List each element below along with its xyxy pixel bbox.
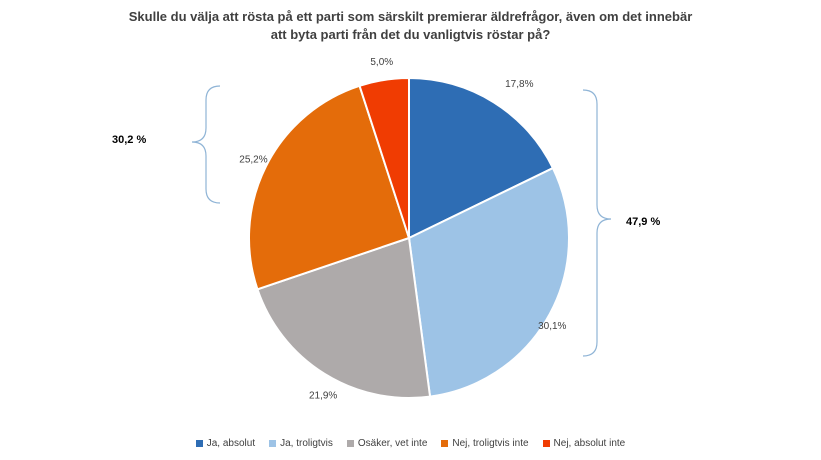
yes-total-label: 47,9 %: [626, 216, 660, 228]
chart-title-line-1: Skulle du välja att rösta på ett parti s…: [128, 9, 693, 24]
legend-swatch-1: [195, 440, 203, 447]
legend-swatch-4: [441, 440, 449, 447]
legend-swatch-5: [542, 440, 550, 447]
slice-label-5: 5,0%: [370, 57, 393, 68]
yes-bracket: [582, 89, 612, 357]
pie-slice-5: [358, 76, 410, 239]
legend-item-2: Ja, troligtvis: [269, 438, 333, 449]
slice-labels: 17,8% 30,1% 21,9% 25,2% 5,0%: [239, 57, 566, 402]
slice-label-2: 30,1%: [538, 321, 566, 332]
legend: Ja, absolut Ja, troligtvis Osäker, vet int…: [0, 438, 821, 449]
legend-swatch-3: [346, 440, 354, 447]
legend-item-5: Nej, absolut inte: [542, 438, 626, 449]
pie-slice-4: [248, 84, 411, 291]
pie-slice-1: [408, 76, 555, 240]
legend-item-1: Ja, absolut: [195, 438, 256, 449]
legend-label-5: Nej, absolut inte: [553, 438, 626, 449]
chart-title-line-2: att byta parti från det du vanligtvis rö…: [270, 27, 551, 42]
pie-slice-2: [407, 166, 570, 398]
legend-label-3: Osäker, vet inte: [357, 438, 428, 449]
legend-swatch-2: [269, 440, 277, 447]
legend-label-2: Ja, troligtvis: [280, 438, 333, 449]
legend-item-4: Nej, troligtvis inte: [441, 438, 529, 449]
no-total-label: 30,2 %: [112, 134, 146, 146]
slice-label-4: 25,2%: [239, 155, 267, 166]
slice-label-1: 17,8%: [505, 79, 533, 90]
no-bracket: [191, 85, 221, 204]
pie-slice-3: [256, 236, 432, 399]
legend-label-4: Nej, troligtvis inte: [452, 438, 529, 449]
slice-label-3: 21,9%: [309, 390, 337, 401]
legend-label-1: Ja, absolut: [206, 438, 256, 449]
chart-title: Skulle du välja att rösta på ett parti s…: [0, 8, 821, 44]
pie-slices: [248, 76, 570, 399]
legend-item-3: Osäker, vet inte: [346, 438, 428, 449]
